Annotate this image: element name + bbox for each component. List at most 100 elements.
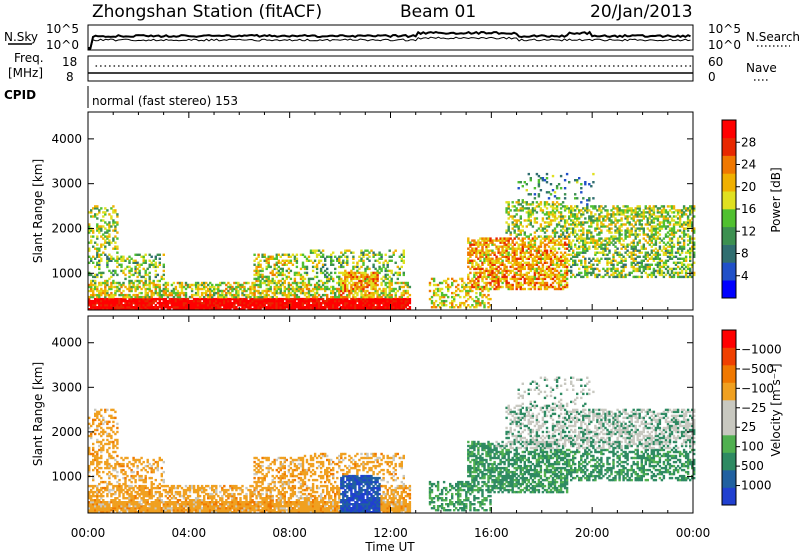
power-cell: [392, 308, 395, 311]
power-cell: [676, 237, 680, 240]
power-cell: [539, 273, 543, 277]
power-cell: [158, 304, 161, 307]
power-cell: [505, 221, 508, 224]
power-cell: [588, 197, 591, 200]
power-cell: [509, 215, 512, 218]
power-cell: [662, 251, 666, 254]
power-cell: [559, 207, 563, 210]
power-cell: [100, 308, 103, 311]
power-cell: [162, 269, 165, 273]
power-cell: [630, 227, 633, 230]
power-cell: [521, 239, 524, 242]
power-cell: [521, 255, 524, 258]
power-cell: [642, 245, 645, 248]
power-cell: [674, 221, 678, 224]
power-cell: [475, 247, 478, 250]
power-cell: [636, 227, 639, 230]
power-cell: [283, 261, 286, 264]
power-cell: [317, 299, 321, 303]
power-cell: [303, 255, 307, 258]
power-cell: [342, 283, 345, 287]
power-cell: [584, 249, 587, 252]
power-cell: [497, 287, 500, 291]
power-cell: [124, 259, 127, 262]
power-cell: [570, 245, 573, 248]
power-cell: [638, 221, 641, 224]
power-cell: [572, 223, 575, 226]
power-cell: [98, 304, 101, 307]
power-cell: [110, 287, 113, 291]
power-cell: [541, 229, 545, 232]
power-cell: [590, 221, 593, 224]
power-cell: [188, 283, 192, 287]
power-cell: [144, 271, 147, 275]
power-cell: [285, 287, 288, 291]
power-cell: [332, 299, 335, 303]
power-cell: [116, 308, 119, 311]
power-cell: [527, 247, 530, 250]
power-cell: [394, 271, 397, 275]
power-cell: [664, 235, 668, 238]
power-cell: [344, 275, 347, 279]
power-cell: [563, 269, 567, 273]
power-cell: [543, 227, 547, 230]
power-cell: [539, 209, 543, 212]
power-cell: [622, 245, 625, 248]
power-cell: [386, 297, 389, 301]
power-cell: [116, 257, 119, 260]
power-cell: [154, 255, 157, 258]
power-cell: [378, 295, 381, 299]
power-cell: [98, 271, 101, 275]
power-cell: [154, 299, 157, 303]
power-cell: [164, 306, 167, 309]
power-cell: [606, 209, 609, 212]
power-cell: [398, 273, 401, 277]
power-cell: [259, 285, 262, 289]
power-cell: [485, 281, 488, 285]
power-cell: [529, 283, 532, 287]
power-cell: [273, 279, 276, 283]
power-cell: [303, 271, 307, 275]
power-cell: [303, 277, 307, 281]
power-cell: [471, 243, 474, 246]
power-cell: [360, 299, 363, 303]
power-cell: [134, 308, 137, 311]
power-cell: [136, 295, 139, 299]
power-cell: [259, 301, 262, 305]
power-cell: [563, 187, 567, 190]
power-cell: [178, 295, 182, 299]
power-cell: [660, 227, 664, 230]
power-cell: [684, 207, 688, 210]
power-cell: [394, 295, 397, 299]
power-cell: [501, 271, 504, 275]
power-cell: [453, 297, 456, 301]
power-cell: [656, 227, 660, 230]
power-cell: [96, 289, 99, 293]
power-cell: [656, 209, 660, 212]
power-cell: [273, 265, 276, 269]
power-cell: [582, 251, 585, 254]
power-cell: [561, 233, 565, 236]
power-cell: [380, 308, 383, 311]
power-cell: [650, 241, 653, 244]
power-cell: [674, 261, 678, 264]
power-cell: [668, 215, 672, 218]
power-cell: [642, 217, 645, 220]
power-cell: [594, 229, 597, 232]
power-cell: [285, 269, 288, 273]
power-cell: [481, 263, 484, 266]
power-cell: [392, 299, 395, 303]
power-cell: [471, 259, 474, 262]
power-cell: [519, 281, 522, 285]
power-cell: [217, 297, 220, 301]
power-cell: [291, 304, 295, 307]
power-cell: [203, 299, 206, 303]
power-cell: [350, 289, 353, 293]
power-cell: [176, 306, 180, 309]
power-cell: [531, 277, 535, 281]
power-cell: [90, 209, 93, 212]
power-cell: [269, 287, 272, 291]
power-cell: [245, 297, 248, 301]
power-cell: [620, 257, 623, 260]
power-cell: [98, 247, 101, 250]
